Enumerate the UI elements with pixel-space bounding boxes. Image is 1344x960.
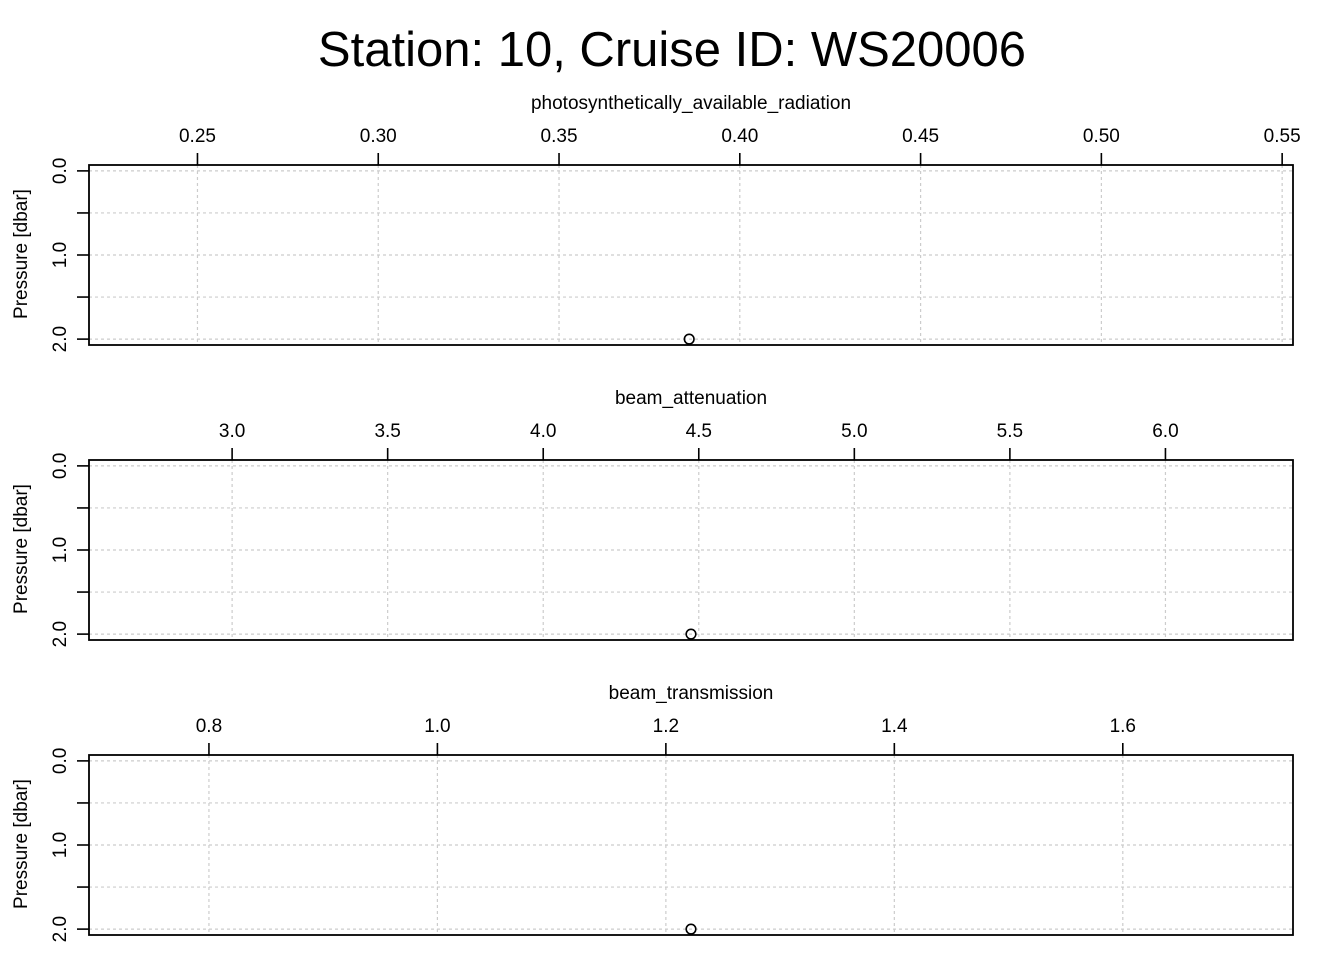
x-tick-label: 0.55 [1264,126,1301,147]
panel-2: 3.0 3.5 4.0 4.5 5.0 5.5 6.0 beam_attenuation 0.0… [11,388,1294,647]
data-point [683,333,695,345]
x-tick-label: 0.40 [721,126,758,147]
x-tick-label: 0.50 [1083,126,1120,147]
data-point [685,628,697,640]
x-tick-label: 3.5 [374,421,400,442]
x-tick-label: 4.5 [686,421,712,442]
x-axis-label: beam_attenuation [615,388,767,409]
x-tick-label: 1.6 [1110,716,1136,737]
panel-3: 0.8 1.0 1.2 1.4 1.6 beam_transmission 0.0 1.0 2.… [11,683,1294,942]
y-tick-label: 0.0 [50,453,71,479]
y-tick-label: 1.0 [50,832,71,858]
x-tick-label: 0.8 [196,716,222,737]
page-title: Station: 10, Cruise ID: WS20006 [317,23,1027,77]
y-tick-label: 2.0 [50,916,71,942]
x-tick-label: 3.0 [219,421,245,442]
x-tick-label: 0.45 [902,126,939,147]
x-tick-label: 4.0 [530,421,556,442]
y-tick-label: 1.0 [50,242,71,268]
y-axis-label: Pressure [dbar] [11,189,32,319]
x-tick-label: 1.4 [881,716,908,737]
y-tick-label: 2.0 [50,621,71,647]
x-tick-label: 0.35 [541,126,578,147]
x-axis-label: beam_transmission [609,683,774,704]
x-tick-label: 0.30 [360,126,397,147]
y-tick-label: 0.0 [50,748,71,774]
x-tick-label: 5.5 [997,421,1023,442]
x-axis-label: photosynthetically_available_radiation [531,93,851,114]
y-tick-label: 1.0 [50,537,71,563]
x-tick-label: 6.0 [1152,421,1178,442]
x-tick-label: 5.0 [841,421,867,442]
x-tick-label: 0.25 [179,126,216,147]
y-axis-label: Pressure [dbar] [11,484,32,614]
data-point [685,923,697,935]
x-tick-label: 1.0 [424,716,450,737]
y-tick-label: 2.0 [50,326,71,352]
x-tick-label: 1.2 [653,716,679,737]
y-tick-label: 0.0 [50,158,71,184]
y-axis-label: Pressure [dbar] [11,779,32,909]
panel-1: 0.25 0.30 0.35 0.40 0.45 0.50 0.55 photosynthet… [11,93,1301,352]
